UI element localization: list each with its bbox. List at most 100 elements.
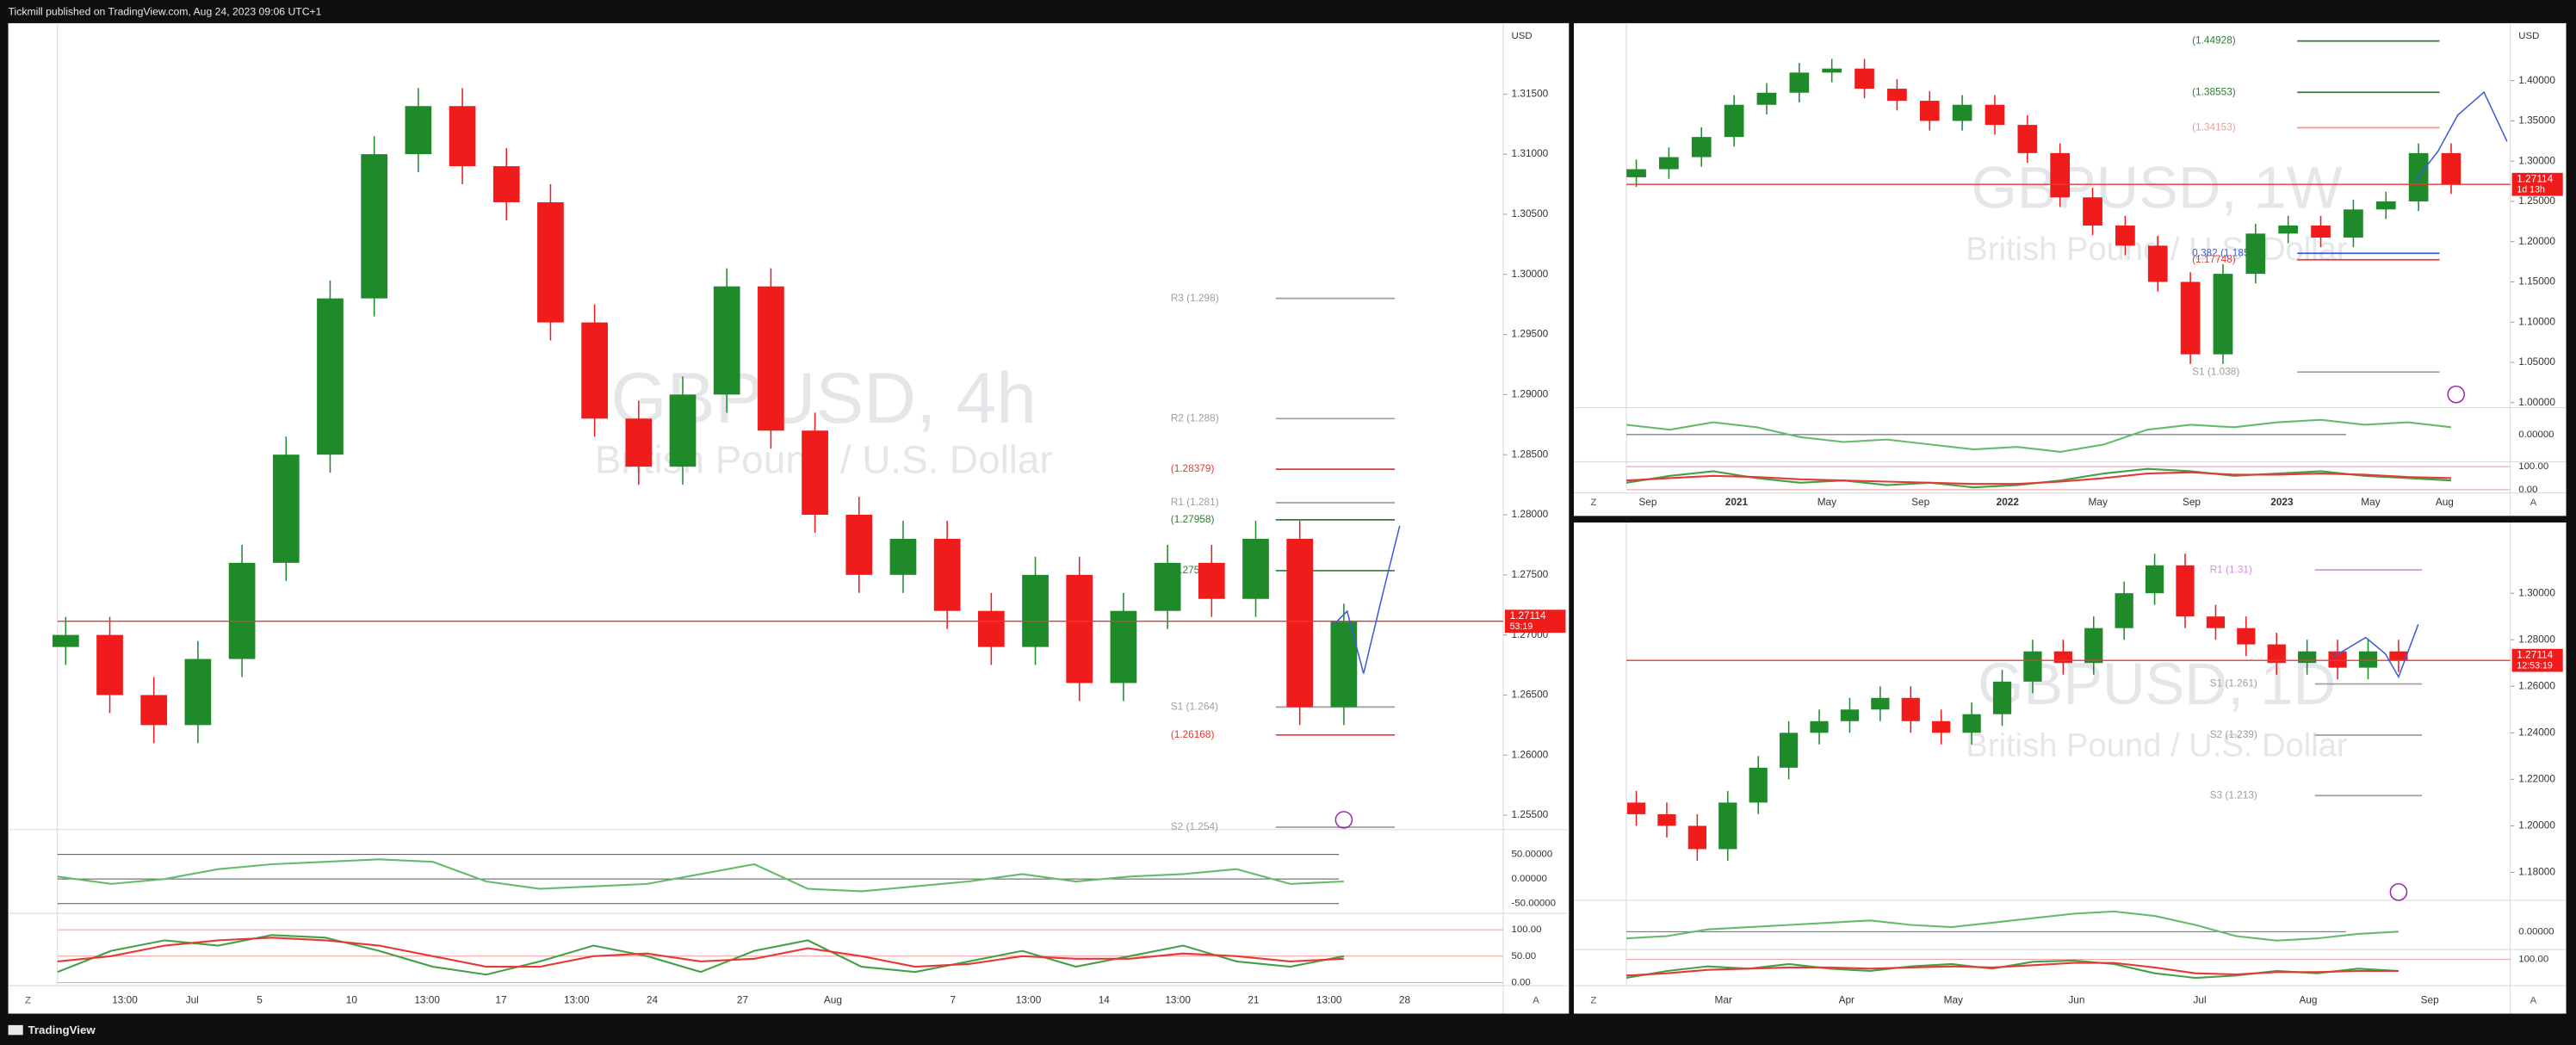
user-drawings bbox=[1333, 90, 2508, 901]
candle-body bbox=[1749, 767, 1768, 803]
candle-body bbox=[1626, 802, 1646, 814]
candle-body bbox=[1871, 697, 1890, 710]
oscillator-line bbox=[57, 858, 1344, 893]
y-tick-label: 1.26000 bbox=[1512, 748, 1549, 760]
x-axis-label: May bbox=[2361, 496, 2380, 508]
candle-body bbox=[1840, 709, 1860, 721]
candle-body bbox=[1724, 104, 1744, 138]
candle-body bbox=[1962, 714, 1981, 733]
currency-label: USD bbox=[2518, 31, 2539, 41]
y-tick-label: 1.27500 bbox=[1512, 568, 1549, 580]
level-label: (1.27958) bbox=[1171, 513, 1215, 525]
level-label: S3 (1.213) bbox=[2210, 788, 2257, 801]
candle-body bbox=[2206, 616, 2226, 628]
candle-body bbox=[184, 659, 212, 726]
y-tick-label: 1.30000 bbox=[2518, 586, 2555, 598]
candle-body bbox=[758, 286, 784, 431]
axis-button[interactable]: Z bbox=[25, 995, 31, 1005]
x-axis-label: Jun bbox=[2068, 993, 2084, 1005]
x-axis-label: 28 bbox=[1399, 993, 1411, 1005]
y-tick-label: 1.20000 bbox=[2518, 819, 2555, 832]
tv-logo: TradingView bbox=[8, 1023, 96, 1036]
candle-body bbox=[2328, 651, 2347, 668]
y-tick-label: 1.28000 bbox=[2518, 633, 2555, 645]
candle-body bbox=[2084, 628, 2103, 664]
last-price-label: 1.27114 bbox=[1510, 609, 1546, 621]
y-tick-label: 1.00000 bbox=[2518, 396, 2555, 408]
level-label: S1 (1.261) bbox=[2210, 677, 2257, 689]
x-axis-label: Sep bbox=[1638, 496, 1656, 508]
candle-body bbox=[2344, 209, 2363, 238]
candle-body bbox=[1901, 697, 1920, 721]
x-axis-label: 13:00 bbox=[564, 993, 590, 1005]
osc-tick-label: -50.00000 bbox=[1512, 899, 1557, 909]
axis-button[interactable]: A bbox=[2530, 498, 2537, 508]
candle-body bbox=[2298, 651, 2317, 664]
candle-body bbox=[1154, 562, 1181, 611]
y-tick-label: 1.26500 bbox=[1512, 689, 1549, 701]
y-tick-label: 1.15000 bbox=[2518, 275, 2555, 288]
candle-body bbox=[2147, 245, 2168, 282]
candle-body bbox=[802, 430, 828, 515]
x-axis-label: 27 bbox=[737, 993, 748, 1005]
pane-background bbox=[1574, 22, 2567, 516]
candle-body bbox=[2180, 281, 2201, 355]
projection-path bbox=[2414, 90, 2508, 182]
candle-body bbox=[2237, 628, 2256, 645]
y-tick-label: 1.30500 bbox=[1512, 207, 1549, 220]
axis-button[interactable]: Z bbox=[1590, 995, 1596, 1005]
candle-body bbox=[2083, 197, 2102, 226]
logo-mark bbox=[8, 1024, 23, 1036]
candle-body bbox=[1330, 621, 1358, 708]
candle-body bbox=[2115, 226, 2135, 246]
bar-countdown: 12:53:19 bbox=[2517, 661, 2553, 671]
level-label: (1.34153) bbox=[2192, 121, 2236, 133]
oscillator-line bbox=[57, 934, 1345, 976]
y-tick-label: 1.35000 bbox=[2518, 114, 2555, 127]
y-tick-label: 1.40000 bbox=[2518, 74, 2555, 86]
candle-body bbox=[492, 166, 520, 202]
candle-body bbox=[1810, 720, 1829, 733]
candle-body bbox=[2213, 274, 2233, 355]
candle-body bbox=[272, 454, 300, 563]
candle-body bbox=[2441, 152, 2461, 185]
y-tick-label: 1.29000 bbox=[1512, 387, 1549, 399]
y-tick-label: 1.28000 bbox=[1512, 508, 1549, 520]
axis-button[interactable]: Z bbox=[1590, 498, 1596, 508]
oscillator-line bbox=[1626, 962, 2399, 977]
y-tick-label: 1.26000 bbox=[2518, 679, 2555, 691]
last-price-label: 1.27114 bbox=[2517, 173, 2553, 185]
x-axis-label: Sep bbox=[1911, 496, 1929, 508]
x-axis-label: 13:00 bbox=[112, 993, 138, 1005]
axis-button[interactable]: A bbox=[1533, 995, 1539, 1005]
x-axis-label: 2021 bbox=[1725, 496, 1749, 508]
last-price-box bbox=[1504, 609, 1566, 634]
y-tick-label: 1.30000 bbox=[2518, 154, 2555, 166]
candle-body bbox=[1198, 562, 1225, 599]
candle-body bbox=[1855, 68, 1874, 90]
currency-label: USD bbox=[1512, 31, 1533, 41]
candle-body bbox=[1286, 538, 1314, 708]
last-price-box bbox=[2511, 648, 2563, 672]
candle-body bbox=[537, 201, 564, 323]
x-axis-label: Aug bbox=[2299, 993, 2317, 1005]
candle-body bbox=[317, 298, 344, 455]
x-axis-label: 13:00 bbox=[1165, 993, 1191, 1005]
x-axis-label: 2023 bbox=[2270, 496, 2294, 508]
x-axis-label: May bbox=[1817, 496, 1836, 508]
candle-body bbox=[2311, 226, 2331, 238]
x-axis-label: 13:00 bbox=[414, 993, 440, 1005]
candle-body bbox=[228, 562, 256, 659]
y-tick-label: 1.20000 bbox=[2518, 235, 2555, 247]
candle-body bbox=[405, 106, 432, 155]
candle-body bbox=[2053, 651, 2072, 664]
axis-button[interactable]: A bbox=[2530, 995, 2537, 1005]
publish-header: Tickmill published on TradingView.com, A… bbox=[9, 6, 322, 18]
candle-body bbox=[2245, 233, 2266, 275]
osc-tick-label: 0.00000 bbox=[2518, 430, 2554, 440]
last-price-label: 1.27114 bbox=[2517, 649, 2553, 661]
x-axis-label: 24 bbox=[647, 993, 659, 1005]
candle-body bbox=[2358, 651, 2378, 668]
